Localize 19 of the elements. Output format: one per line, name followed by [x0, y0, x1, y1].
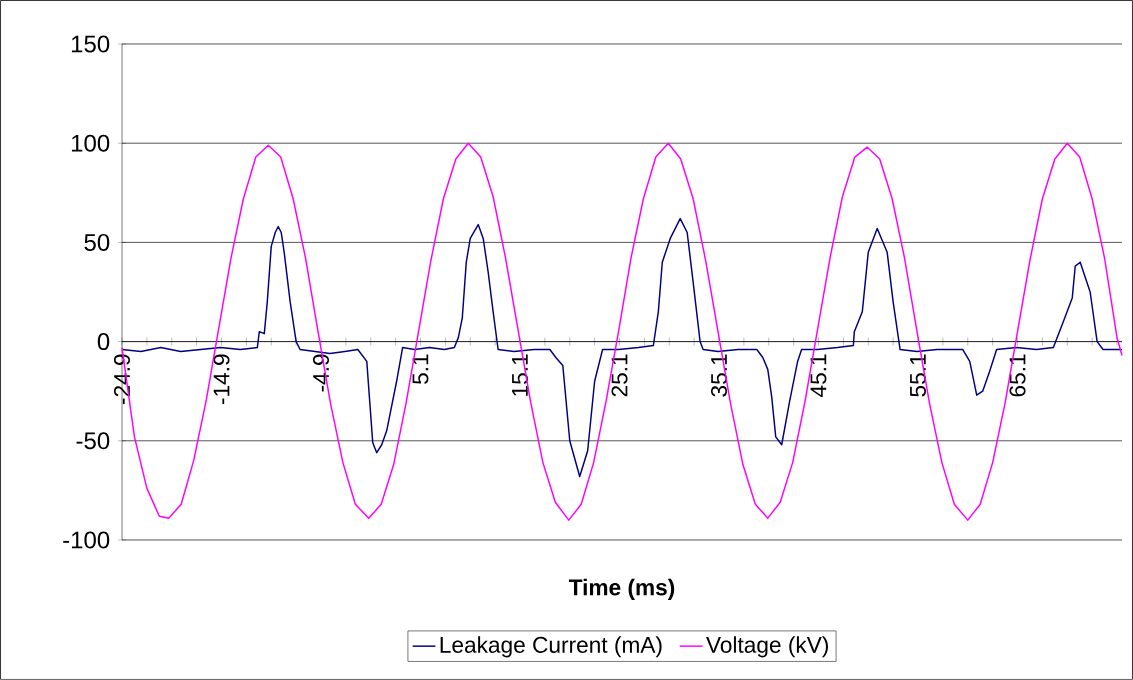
x-tick-label: 25.1 [611, 354, 628, 397]
legend-label: Leakage Current (mA) [440, 636, 662, 658]
x-tick-label: -14.9 [213, 354, 230, 405]
y-tick-label: -50 [76, 432, 110, 450]
y-tick-label: 100 [71, 134, 110, 152]
y-tick-label: -100 [63, 531, 110, 549]
x-axis-title: Time (ms) [568, 578, 675, 600]
y-tick-label: 50 [84, 233, 110, 251]
x-tick-label: -24.9 [113, 354, 131, 405]
x-tick-label: 15.1 [512, 354, 528, 396]
x-tick-label: 65.1 [1009, 354, 1026, 397]
x-tick-label: -4.9 [312, 354, 330, 392]
y-tick-label: 150 [71, 35, 110, 53]
x-tick-label: 45.1 [810, 354, 827, 397]
x-tick-label: 55.1 [910, 354, 926, 397]
legend-label: Voltage (kV) [706, 636, 828, 658]
x-tick-label: 35.1 [710, 354, 728, 397]
y-tick-label: 0 [97, 333, 110, 351]
x-tick-label: 5.1 [412, 354, 429, 385]
